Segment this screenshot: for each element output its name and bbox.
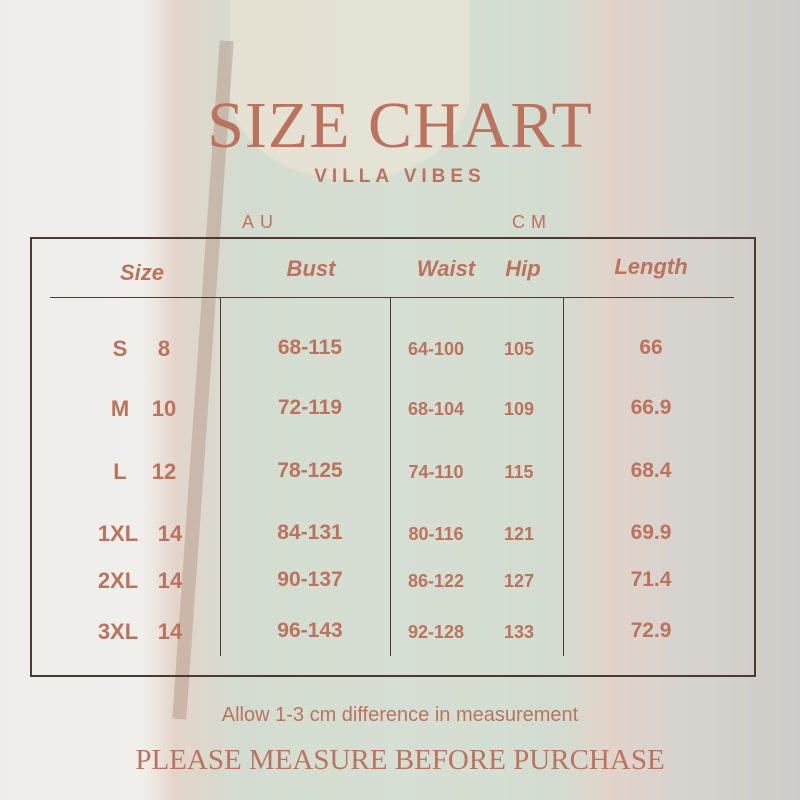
size-au: 14 [157,568,183,593]
bust-value: 84-131 [277,521,343,544]
hip-value: 109 [503,399,535,419]
waist-value: 68-104 [407,399,465,419]
background-photo-hair [230,0,470,180]
size-letter: S [112,336,128,361]
brand-name: VILLA VIBES [314,166,486,187]
waist-value: 92-128 [407,622,465,642]
unit-au-label: AU [242,212,280,232]
size-letter: 1XL [97,521,139,546]
size-au: 10 [151,396,177,421]
bust-value: 78-125 [277,459,343,482]
header-length: Length [614,254,688,279]
footer-notice: PLEASE MEASURE BEFORE PURCHASE [135,744,665,776]
length-value: 71.4 [630,568,672,591]
size-au: 14 [157,619,183,644]
page-title: SIZE CHART [207,89,593,162]
length-value: 72.9 [630,619,672,642]
hip-value: 127 [503,571,535,591]
hip-value: 121 [503,524,535,544]
bust-value: 96-143 [277,619,343,642]
waist-value: 74-110 [408,462,464,482]
column-divider [390,298,391,656]
size-table-border [30,237,756,677]
size-letter: 3XL [97,619,139,644]
length-value: 66.9 [630,396,672,419]
column-divider [563,298,564,656]
bust-value: 68-115 [277,336,343,359]
bust-value: 72-119 [277,396,343,419]
hip-value: 105 [503,339,535,359]
header-size: Size [119,260,165,285]
header-hip: Hip [505,256,541,281]
size-au: 14 [157,521,183,546]
size-letter: 2XL [97,568,139,593]
size-au: 12 [151,459,177,484]
length-value: 66 [639,336,663,359]
length-value: 68.4 [630,459,672,482]
header-bust: Bust [286,256,336,281]
unit-cm-label: CM [512,212,552,232]
bust-value: 90-137 [277,568,343,591]
waist-value: 80-116 [408,524,464,544]
waist-value: 64-100 [407,339,465,359]
hip-value: 115 [504,462,534,482]
size-letter: M [110,396,130,421]
size-au: 8 [157,336,171,361]
length-value: 69.9 [630,521,672,544]
size-letter: L [113,459,127,484]
header-waist: Waist [416,256,476,281]
measurement-note: Allow 1-3 cm difference in measurement [221,704,579,726]
waist-value: 86-122 [407,571,465,591]
header-divider [50,297,734,298]
column-divider [220,298,221,656]
hip-value: 133 [503,622,535,642]
